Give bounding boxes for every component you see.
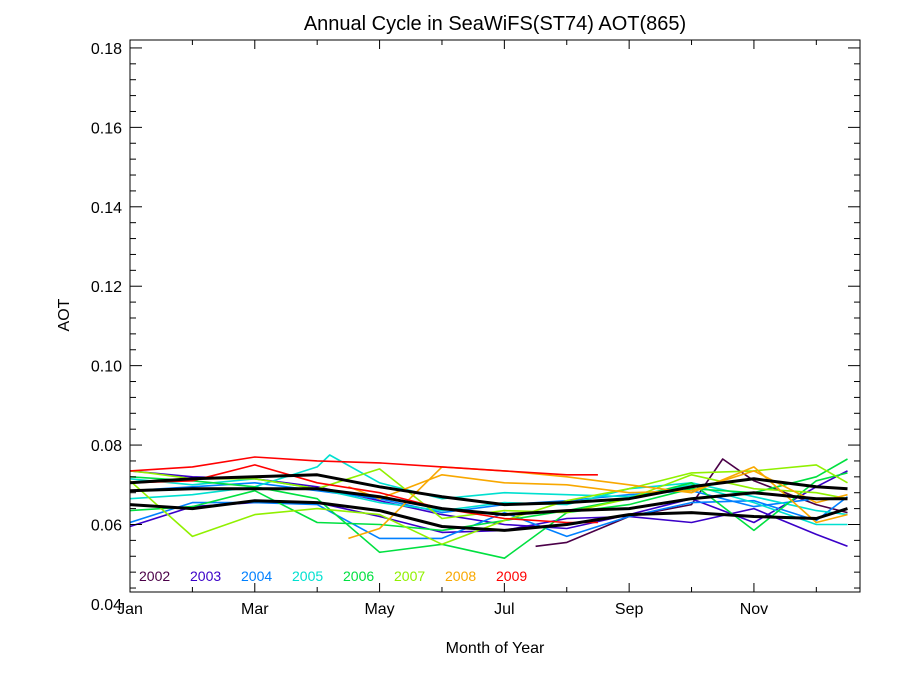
legend-entry-2006: 2006 xyxy=(343,568,374,584)
x-tick-label: May xyxy=(364,601,394,618)
series-line-2009-2 xyxy=(130,464,598,524)
legend-entry-2004: 2004 xyxy=(241,568,272,584)
y-tick-label: 0.16 xyxy=(91,120,122,137)
series-line-mean-2 xyxy=(130,487,848,517)
y-tick-label: 0.18 xyxy=(91,41,122,58)
chart-title: Annual Cycle in SeaWiFS(ST74) AOT(865) xyxy=(304,13,686,35)
series-line-mean-3 xyxy=(130,499,848,532)
legend-entry-2009: 2009 xyxy=(496,568,527,584)
y-tick-label: 0.04 xyxy=(91,597,122,614)
series-line-2005-1 xyxy=(130,454,848,526)
legend-entry-2005: 2005 xyxy=(292,568,323,584)
series-line-mean-1 xyxy=(130,473,848,507)
y-tick-label: 0.12 xyxy=(91,279,122,296)
y-tick-label: 0.08 xyxy=(91,438,122,455)
x-tick-label: Nov xyxy=(740,601,768,618)
x-tick-label: Jan xyxy=(117,601,143,618)
series-line-2009-1 xyxy=(130,456,598,476)
legend-entry-2002: 2002 xyxy=(139,568,170,584)
legend-entry-2003: 2003 xyxy=(190,568,221,584)
y-tick-label: 0.10 xyxy=(91,359,122,376)
x-axis-label: Month of Year xyxy=(446,640,545,657)
series-line-2003-2 xyxy=(130,501,848,548)
legend-entry-2008: 2008 xyxy=(445,568,476,584)
x-tick-label: Sep xyxy=(615,601,644,618)
x-tick-label: Jul xyxy=(494,601,514,618)
plot-area xyxy=(130,454,848,560)
plot-frame xyxy=(129,39,861,593)
x-tick-label: Mar xyxy=(241,601,269,618)
axis-ticks: Jan Mar May Jul Sep Nov 0.04 0.06 0.08 0.10 0.12 0.… xyxy=(91,40,860,618)
series-line-2006-1 xyxy=(130,458,848,560)
y-tick-label: 0.06 xyxy=(91,517,122,534)
series-line-2004-1 xyxy=(130,496,848,540)
y-tick-label: 0.14 xyxy=(91,200,122,217)
legend-entry-2007: 2007 xyxy=(394,568,425,584)
y-axis-label: AOT xyxy=(56,298,73,331)
legend: 2002 2003 2004 2005 2006 2007 2008 2009 xyxy=(139,568,527,584)
series-line-2008-2 xyxy=(348,470,848,504)
